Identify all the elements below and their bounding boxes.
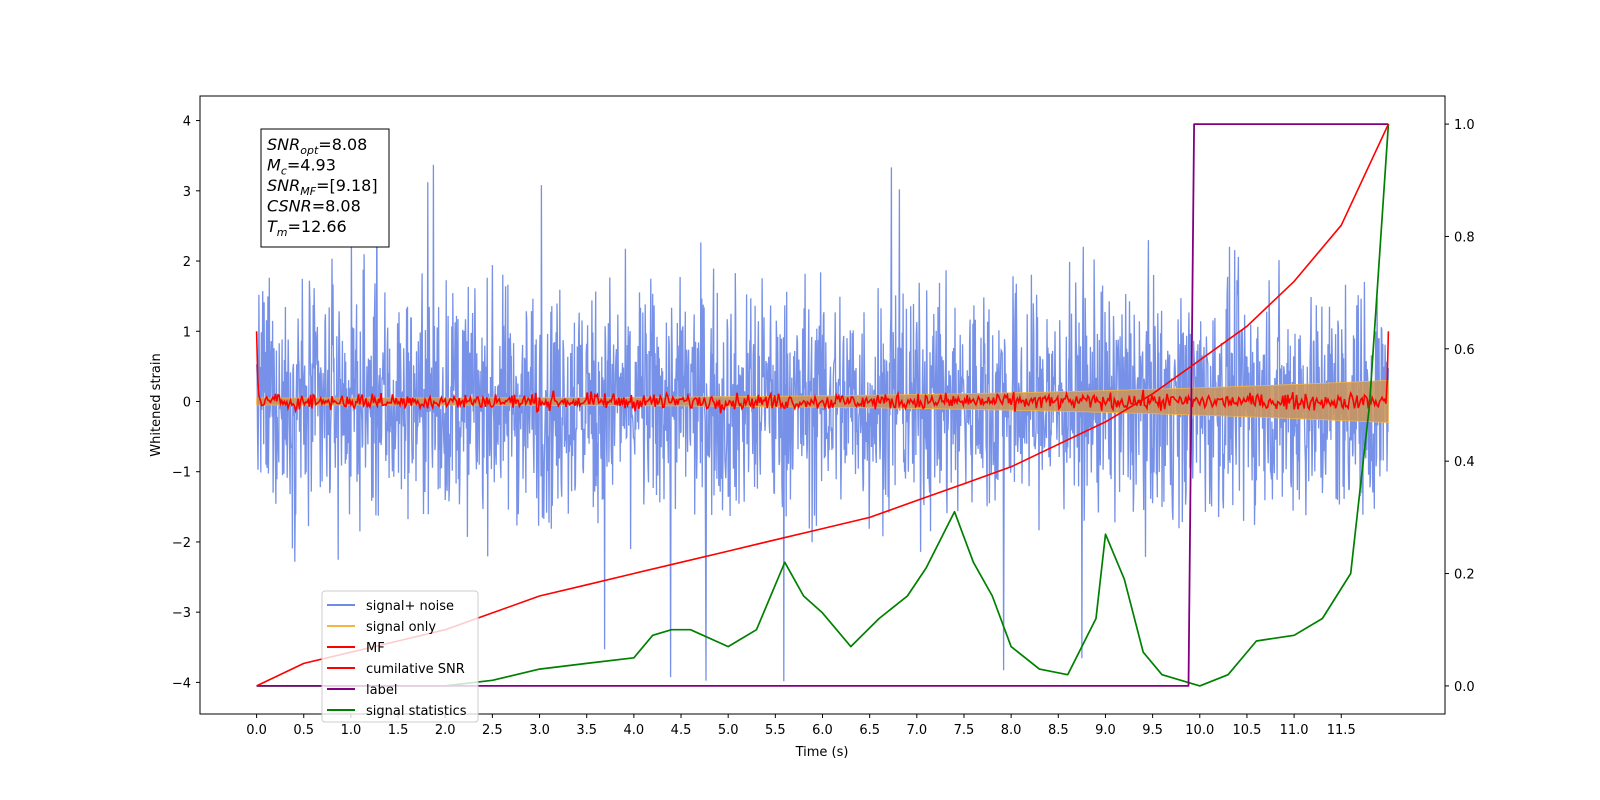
x-tick-label: 2.5	[482, 723, 503, 738]
legend-label: MF	[366, 641, 385, 656]
y-tick-label: 4	[183, 115, 191, 130]
series-signal-statistics	[256, 124, 1390, 687]
legend-label: signal+ noise	[366, 599, 454, 614]
y2-tick-label: 0.8	[1454, 230, 1475, 245]
annotation-line: CSNR=8.08	[267, 197, 361, 216]
legend-frame	[321, 590, 479, 723]
y-tick-label: −4	[172, 676, 191, 691]
legend-label: signal only	[366, 620, 436, 635]
annotation-value: =[9.18]	[316, 176, 378, 195]
annotation-subscript: m	[277, 226, 288, 239]
annotation-symbol: T	[267, 217, 278, 236]
legend-label: signal statistics	[366, 704, 467, 719]
y-tick-label: −3	[172, 606, 191, 621]
annotation-line: Mc=4.93	[267, 156, 336, 178]
annotation-symbol: SNR	[267, 135, 300, 154]
x-tick-label: 5.5	[765, 723, 786, 738]
annotation-line: SNRopt=8.08	[267, 135, 367, 157]
y-tick-label: −2	[172, 536, 191, 551]
x-tick-label: 0.0	[246, 723, 267, 738]
y-tick-label: 1	[183, 325, 191, 340]
legend-label: cumilative SNR	[366, 662, 465, 677]
annotation-symbol: M	[267, 156, 281, 175]
annotation-value: =4.93	[287, 156, 336, 175]
x-tick-label: 10.0	[1185, 723, 1214, 738]
x-tick-label: 10.5	[1232, 723, 1261, 738]
x-tick-label: 3.0	[529, 723, 550, 738]
x-tick-label: 8.0	[1001, 723, 1022, 738]
annotation-value: =8.08	[318, 135, 367, 154]
x-tick-label: 8.5	[1048, 723, 1069, 738]
y-tick-label: 3	[183, 185, 191, 200]
legend-label: label	[366, 683, 397, 698]
annotation-line: SNRMF=[9.18]	[267, 176, 378, 198]
x-tick-label: 9.5	[1142, 723, 1163, 738]
y-tick-label: 0	[183, 395, 191, 410]
x-tick-label: 11.0	[1280, 723, 1309, 738]
x-tick-label: 0.5	[293, 723, 314, 738]
series-signal-noise	[255, 153, 1390, 682]
legend: signal+ noise signal only MF cumilative SNR…	[321, 590, 479, 723]
annotation-value: =8.08	[312, 197, 361, 216]
annotation-line: Tm=12.66	[267, 217, 347, 239]
x-tick-label: 2.0	[435, 723, 456, 738]
y-tick-label: −1	[172, 466, 191, 481]
y2-tick-label: 0.6	[1454, 343, 1475, 358]
x-tick-label: 7.0	[906, 723, 927, 738]
x-tick-label: 11.5	[1327, 723, 1356, 738]
series-label	[256, 123, 1389, 687]
y2-tick-label: 0.4	[1454, 455, 1475, 470]
annotation-subscript: MF	[300, 185, 316, 198]
annotation-subscript: c	[281, 165, 287, 178]
y-tick-label: 2	[183, 255, 191, 270]
y-axis-title: Whitened strain	[149, 353, 164, 456]
x-tick-label: 5.0	[718, 723, 739, 738]
y2-tick-label: 1.0	[1454, 118, 1475, 133]
annotation-box: SNRopt=8.08Mc=4.93SNRMF=[9.18]CSNR=8.08T…	[260, 128, 390, 248]
x-tick-label: 6.0	[812, 723, 833, 738]
x-tick-label: 1.0	[341, 723, 362, 738]
x-tick-label: 7.5	[954, 723, 975, 738]
x-tick-label: 6.5	[859, 723, 880, 738]
y2-tick-label: 0.2	[1454, 568, 1475, 583]
y2-tick-label: 0.0	[1454, 680, 1475, 695]
x-axis-title: Time (s)	[795, 745, 849, 760]
annotation-symbol: CSNR	[267, 197, 312, 216]
x-tick-label: 4.0	[624, 723, 645, 738]
annotation-frame	[260, 128, 390, 248]
x-tick-label: 9.0	[1095, 723, 1116, 738]
x-tick-label: 3.5	[576, 723, 597, 738]
x-tick-label: 1.5	[388, 723, 409, 738]
annotation-subscript: opt	[300, 144, 319, 157]
annotation-value: =12.66	[288, 217, 347, 236]
axes-layer: 0.0 0.5 1.0 1.5 2.0 2.5 3.0 3.5 4.0 4.5 5.0 5.5 6.0 6…	[172, 115, 1475, 738]
series-mf	[255, 331, 1390, 414]
annotation-symbol: SNR	[267, 176, 300, 195]
x-tick-label: 4.5	[671, 723, 692, 738]
